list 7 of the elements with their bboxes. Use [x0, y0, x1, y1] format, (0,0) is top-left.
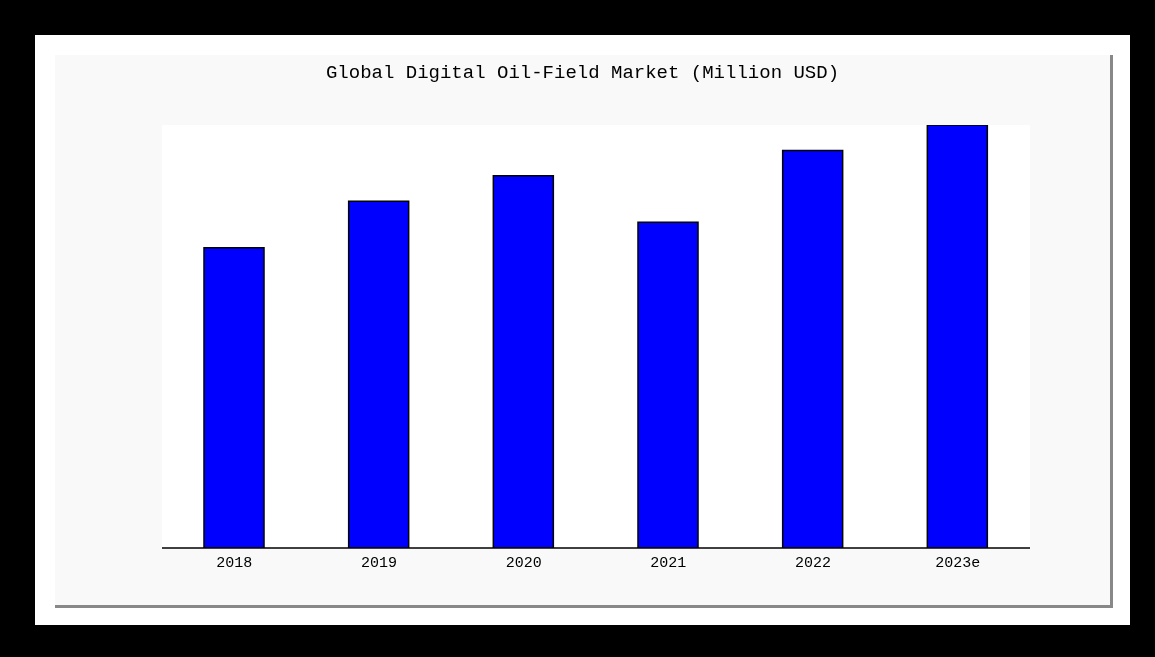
- x-tick-label: 2018: [216, 554, 253, 572]
- x-tick-label: 2019: [360, 554, 398, 572]
- x-tick-label: 2021: [650, 554, 687, 572]
- x-tick-label: 2022: [794, 554, 832, 572]
- chart-title: Global Digital Oil-Field Market (Million USD): [324, 62, 841, 84]
- x-tick-label: 2020: [505, 554, 542, 572]
- x-tick-label: 2023e: [935, 554, 981, 572]
